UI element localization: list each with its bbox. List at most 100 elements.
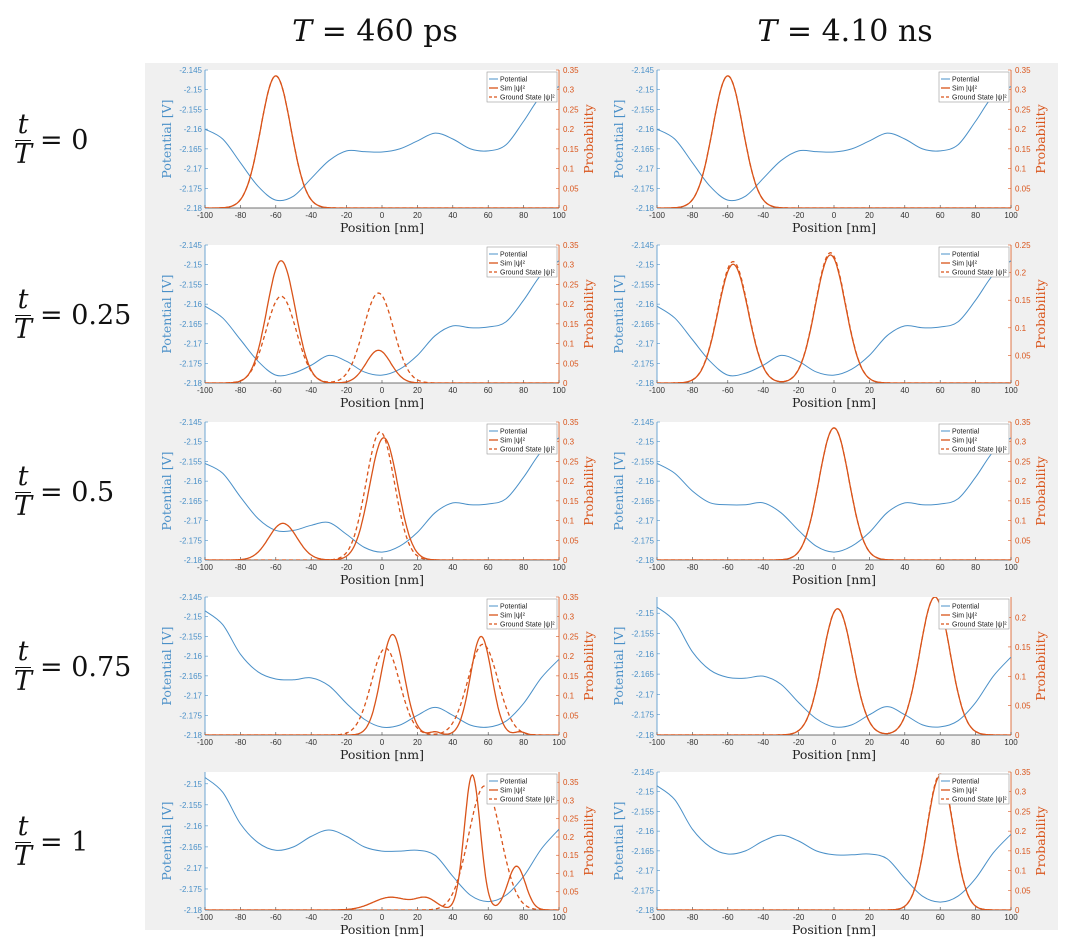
x-tick-label: 80 (971, 211, 980, 220)
ground-state-line (205, 643, 559, 735)
y-left-tick-label: -2.175 (631, 711, 654, 720)
x-tick-label: 0 (832, 211, 837, 220)
legend-label: Potential (952, 252, 980, 259)
y-right-tick-label: 0 (1015, 379, 1020, 388)
x-tick-label: -100 (197, 738, 214, 747)
legend-label: Ground State |ψ|² (952, 797, 1007, 804)
y-left-tick-label: -2.16 (184, 477, 203, 486)
y-left-tick-label: -2.165 (631, 670, 654, 679)
x-tick-label: -80 (235, 211, 247, 220)
x-tick-label: -40 (305, 913, 317, 922)
subplot: -100 -80 -60 -40 -20 0 20 40 60 80 100 -2.18 -2.175 -… (611, 66, 1048, 235)
y-left-tick-label: -2.155 (179, 801, 202, 810)
y-left-tick-label: -2.16 (636, 650, 655, 659)
numerator: t (14, 462, 32, 493)
y-right-tick-label: 0.1 (1015, 672, 1027, 681)
y-left-tick-label: -2.15 (636, 609, 655, 618)
x-tick-label: 100 (1004, 738, 1018, 747)
y-left-tick-label: -2.175 (179, 536, 202, 545)
y-left-tick-label: -2.175 (631, 184, 654, 193)
potential-line (205, 777, 559, 903)
y-left-axis-label: Potential [V] (611, 99, 626, 178)
y-right-tick-label: 0.1 (563, 517, 575, 526)
x-tick-label: -80 (687, 738, 699, 747)
sim-line (657, 254, 1011, 383)
x-tick-label: 100 (1004, 563, 1018, 572)
y-right-tick-label: 0.2 (1015, 125, 1027, 134)
x-tick-label: -80 (687, 211, 699, 220)
y-left-tick-label: -2.18 (636, 556, 655, 565)
x-tick-label: 0 (380, 738, 385, 747)
y-left-tick-label: -2.18 (636, 906, 655, 915)
sim-line (205, 773, 559, 910)
y-left-tick-label: -2.16 (184, 300, 203, 309)
x-tick-label: -100 (649, 738, 666, 747)
y-left-tick-label: -2.165 (179, 145, 202, 154)
x-tick-label: 60 (936, 563, 945, 572)
row-value: = 0.25 (40, 299, 132, 331)
potential-line (657, 785, 1011, 903)
potential-line (657, 260, 1011, 377)
y-left-tick-label: -2.15 (184, 438, 203, 447)
x-tick-label: -60 (270, 913, 282, 922)
legend-box (938, 598, 1010, 630)
y-right-tick-label: 0.05 (563, 711, 579, 720)
y-right-tick-label: 0.25 (563, 632, 579, 641)
y-right-tick-label: 0.2 (1015, 827, 1027, 836)
x-tick-label: -20 (793, 386, 805, 395)
y-left-tick-label: -2.16 (636, 125, 655, 134)
legend-label: Potential (952, 77, 980, 84)
x-tick-label: -60 (270, 563, 282, 572)
y-right-tick-label: 0.25 (1015, 457, 1031, 466)
y-left-tick-label: -2.18 (184, 731, 203, 740)
x-tick-label: -60 (722, 386, 734, 395)
y-left-tick-label: -2.145 (631, 768, 654, 777)
y-left-tick-label: -2.17 (636, 165, 655, 174)
y-left-tick-label: -2.17 (184, 692, 203, 701)
sim-line (657, 597, 1011, 735)
y-right-axis-label: Probability (1033, 805, 1048, 875)
x-tick-label: 0 (380, 386, 385, 395)
y-right-tick-label: 0.35 (563, 66, 579, 75)
x-tick-label: 20 (865, 563, 874, 572)
y-right-axis-label: Probability (1033, 455, 1048, 525)
y-left-tick-label: -2.16 (636, 827, 655, 836)
legend-label: Sim |ψ|² (952, 613, 978, 620)
legend-label: Ground State |ψ|² (952, 622, 1007, 629)
x-tick-label: 40 (448, 386, 457, 395)
potential-line (657, 437, 1011, 553)
y-left-tick-label: -2.18 (636, 731, 655, 740)
x-tick-label: -80 (687, 563, 699, 572)
y-right-axis-label: Probability (581, 805, 596, 875)
x-tick-label: -100 (649, 913, 666, 922)
subplot: -100 -80 -60 -40 -20 0 20 40 60 80 100 -2.18 -2.175 -… (159, 593, 596, 762)
x-tick-label: 100 (552, 386, 566, 395)
y-left-tick-label: -2.17 (184, 165, 203, 174)
y-left-tick-label: -2.155 (631, 457, 654, 466)
legend-label: Sim |ψ|² (500, 613, 526, 620)
y-left-tick-label: -2.155 (631, 280, 654, 289)
row-label: t T = 1 (14, 807, 144, 877)
y-right-tick-label: 0 (563, 379, 568, 388)
legend-label: Sim |ψ|² (952, 86, 978, 93)
y-left-tick-label: -2.15 (184, 613, 203, 622)
x-tick-label: 40 (900, 386, 909, 395)
y-right-tick-label: 0.3 (1015, 788, 1027, 797)
potential-line (205, 86, 559, 202)
y-left-tick-label: -2.155 (179, 105, 202, 114)
x-tick-label: -80 (235, 386, 247, 395)
x-tick-label: -20 (341, 913, 353, 922)
x-tick-label: 20 (865, 913, 874, 922)
potential-line (657, 86, 1011, 202)
potential-line (205, 437, 559, 553)
x-tick-label: -20 (793, 211, 805, 220)
x-tick-label: -60 (722, 913, 734, 922)
legend-label: Sim |ψ|² (500, 438, 526, 445)
y-left-tick-label: -2.155 (631, 630, 654, 639)
y-right-tick-label: 0.3 (563, 86, 575, 95)
x-tick-label: 100 (552, 913, 566, 922)
x-tick-label: 20 (865, 386, 874, 395)
legend: Potential Sim |ψ|² Ground State |ψ|² (486, 423, 558, 455)
